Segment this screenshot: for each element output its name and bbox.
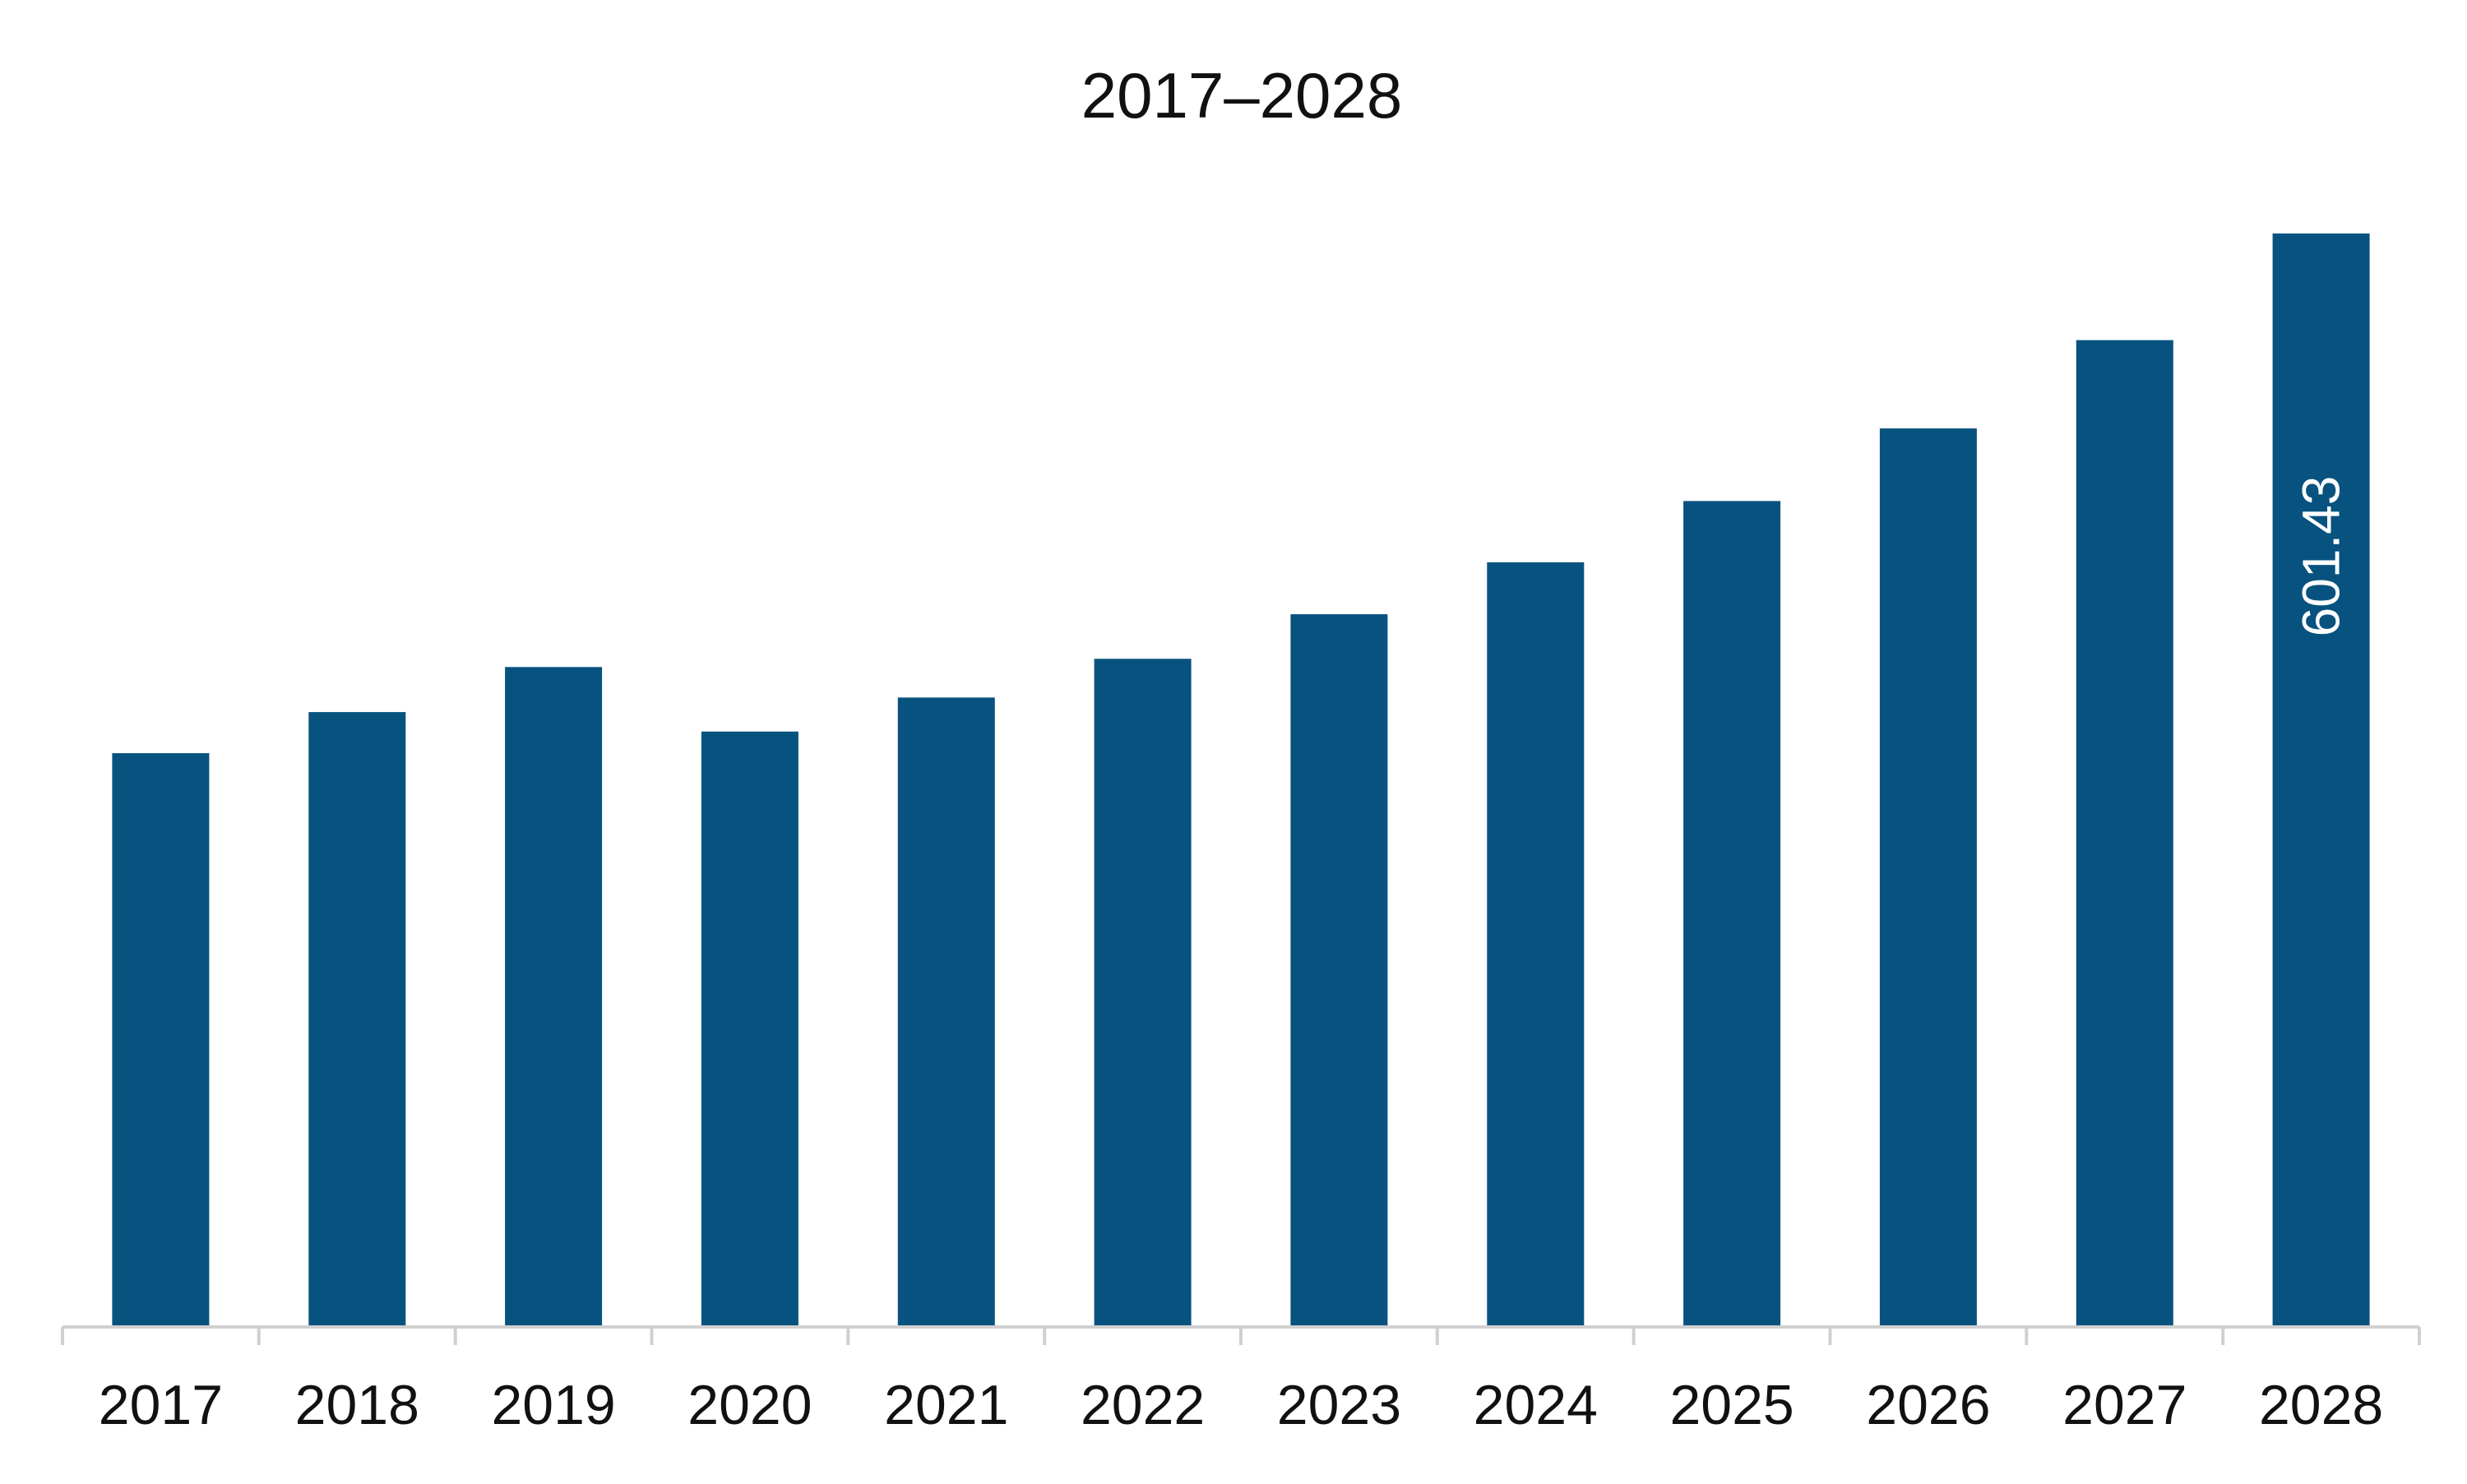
x-tick-label-2025: 2025 [1669, 1374, 1794, 1436]
bar-2025 [1683, 501, 1781, 1327]
x-tick-label-2028: 2028 [2259, 1374, 2383, 1436]
bar-2017 [112, 753, 210, 1327]
bar-2026 [1879, 428, 1977, 1327]
chart-title: 2017–2028 [1081, 59, 1402, 132]
x-tick-label-2019: 2019 [491, 1374, 615, 1436]
bar-2024 [1487, 562, 1585, 1327]
x-tick-label-2021: 2021 [884, 1374, 1008, 1436]
bar-2027 [2076, 340, 2173, 1328]
x-tick-label-2020: 2020 [687, 1374, 812, 1436]
x-tick-label-2018: 2018 [295, 1374, 419, 1436]
bar-2021 [897, 697, 995, 1327]
data-labels-layer: 601.43 [2292, 476, 2351, 637]
bar-2020 [701, 731, 798, 1327]
bars-layer [112, 233, 2370, 1328]
x-tick-label-2017: 2017 [99, 1374, 223, 1436]
bar-2022 [1094, 659, 1192, 1327]
bar-2028 [2272, 233, 2370, 1327]
x-tick-label-2024: 2024 [1474, 1374, 1598, 1436]
x-tick-label-2027: 2027 [2062, 1374, 2187, 1436]
bar-2018 [308, 712, 406, 1327]
x-axis: 2017 2018 2019 2020 2021 2022 2023 2024 2025 2026… [61, 1325, 2421, 1436]
bar-2019 [505, 667, 603, 1327]
x-tick-label-2026: 2026 [1866, 1374, 1990, 1436]
x-tick-label-2023: 2023 [1277, 1374, 1401, 1436]
bar-2023 [1290, 614, 1388, 1327]
data-label-2028: 601.43 [2292, 476, 2351, 637]
x-tick-label-2022: 2022 [1081, 1374, 1205, 1436]
